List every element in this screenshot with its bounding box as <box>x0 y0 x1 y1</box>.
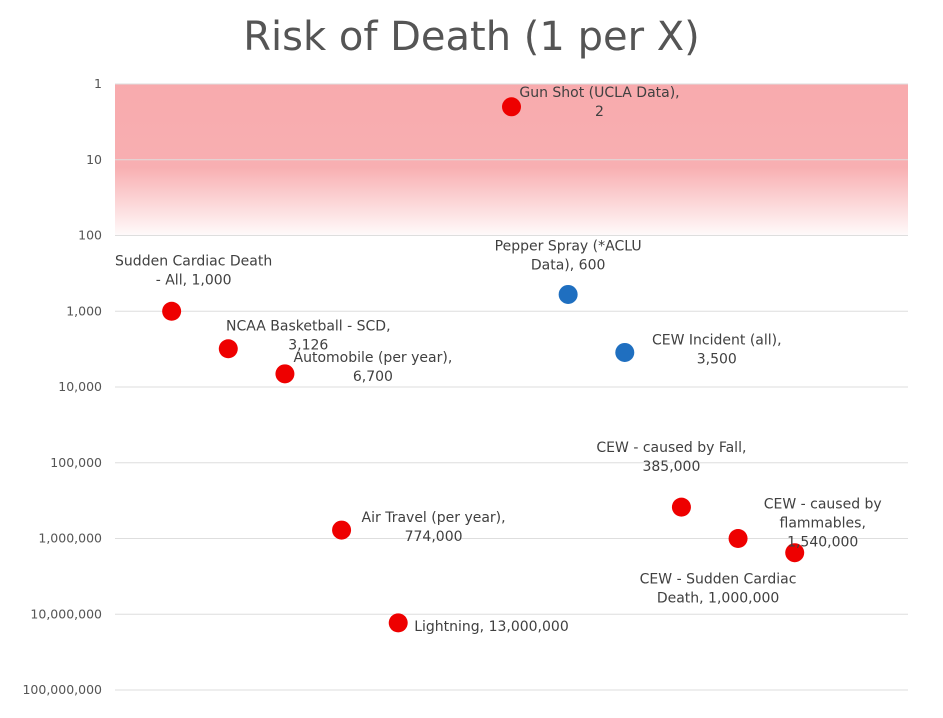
data-label: Gun Shot (UCLA Data), <box>519 85 679 101</box>
data-label: Death, 1,000,000 <box>657 591 780 607</box>
data-label: 3,126 <box>288 338 328 354</box>
data-point <box>502 97 521 117</box>
data-label: CEW - Sudden Cardiac <box>640 572 797 588</box>
data-label: - All, 1,000 <box>156 272 232 288</box>
y-tick-label: 1 <box>94 76 102 91</box>
data-label: CEW - caused by Fall, <box>596 440 746 456</box>
data-label: 2 <box>595 104 604 120</box>
data-point <box>388 613 408 633</box>
y-tick-label: 10,000 <box>58 379 102 394</box>
data-point <box>671 497 691 517</box>
data-label: 774,000 <box>405 529 463 545</box>
data-point <box>785 543 805 563</box>
data-point <box>728 529 748 548</box>
y-tick-label: 1,000,000 <box>38 531 102 546</box>
data-point <box>615 342 635 362</box>
y-tick-label: 100,000 <box>50 455 102 470</box>
data-label: Air Travel (per year), <box>362 510 506 526</box>
data-label: CEW - caused by <box>764 497 882 513</box>
chart-title: Risk of Death (1 per X) <box>243 14 700 60</box>
data-point <box>218 339 238 359</box>
data-label: CEW Incident (all), <box>652 332 782 348</box>
data-label: 1,540,000 <box>787 535 858 551</box>
data-point <box>275 364 295 384</box>
data-label: Lightning, 13,000,000 <box>414 619 569 635</box>
y-tick-label: 100 <box>78 228 102 243</box>
y-tick-label: 1,000 <box>66 303 102 318</box>
data-label: 3,500 <box>697 351 737 367</box>
data-label: Automobile (per year), <box>294 350 453 366</box>
y-tick-label: 10 <box>86 152 102 167</box>
data-label: 385,000 <box>642 459 700 475</box>
data-point <box>162 301 182 321</box>
data-label: Pepper Spray (*ACLU <box>495 238 642 254</box>
data-point <box>332 520 352 540</box>
data-label: 6,700 <box>353 369 393 385</box>
data-label: NCAA Basketball - SCD, <box>226 319 391 335</box>
data-label: flammables, <box>780 516 866 532</box>
data-label: Data), 600 <box>531 257 606 273</box>
data-point <box>558 284 578 304</box>
data-label: Sudden Cardiac Death <box>115 253 272 269</box>
y-tick-label: 10,000,000 <box>30 606 102 621</box>
y-tick-label: 100,000,000 <box>22 682 102 697</box>
